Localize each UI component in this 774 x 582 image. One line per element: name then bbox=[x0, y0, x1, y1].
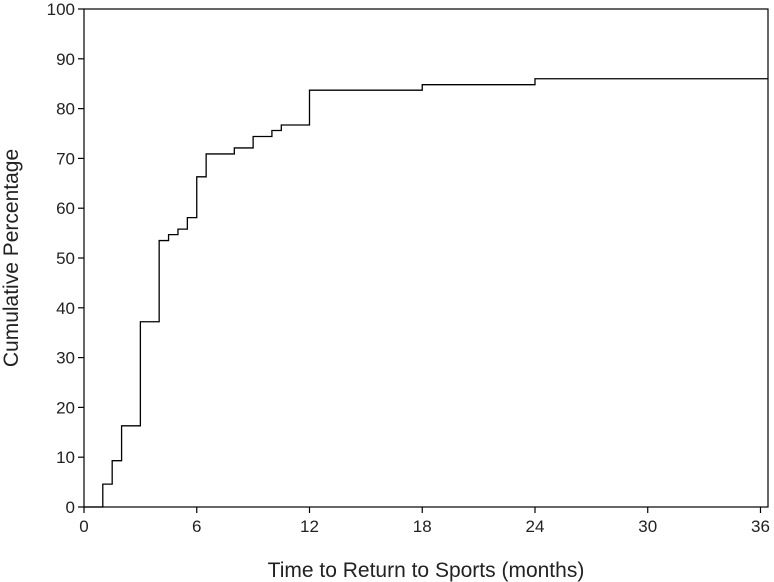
plot-area-frame bbox=[83, 8, 769, 508]
y-tick-label: 30 bbox=[56, 349, 75, 368]
y-tick-label: 60 bbox=[56, 199, 75, 218]
y-axis: 0 10 20 30 40 50 60 70 80 90 100 bbox=[47, 0, 84, 517]
x-tick-label: 12 bbox=[300, 517, 319, 536]
y-tick-label: 70 bbox=[56, 149, 75, 168]
y-axis-title: Cumulative Percentage bbox=[0, 149, 23, 367]
y-tick-label: 40 bbox=[56, 299, 75, 318]
series-layer bbox=[84, 78, 768, 508]
x-axis-title: Time to Return to Sports (months) bbox=[268, 559, 585, 582]
y-tick-label: 50 bbox=[56, 249, 75, 268]
y-tick-label: 100 bbox=[47, 0, 75, 19]
x-tick-label: 24 bbox=[526, 517, 545, 536]
x-tick-label: 0 bbox=[79, 517, 88, 536]
x-tick-label: 6 bbox=[192, 517, 201, 536]
x-tick-label: 36 bbox=[751, 517, 770, 536]
y-tick-label: 90 bbox=[56, 50, 75, 69]
y-tick-label: 0 bbox=[66, 498, 75, 517]
x-tick-label: 30 bbox=[638, 517, 657, 536]
x-axis: 0 6 12 18 24 30 36 bbox=[79, 507, 770, 536]
y-tick-label: 10 bbox=[56, 448, 75, 467]
y-tick-label: 80 bbox=[56, 100, 75, 119]
y-tick-label: 20 bbox=[56, 398, 75, 417]
cumulative-step-line bbox=[84, 78, 768, 508]
x-tick-label: 18 bbox=[413, 517, 432, 536]
